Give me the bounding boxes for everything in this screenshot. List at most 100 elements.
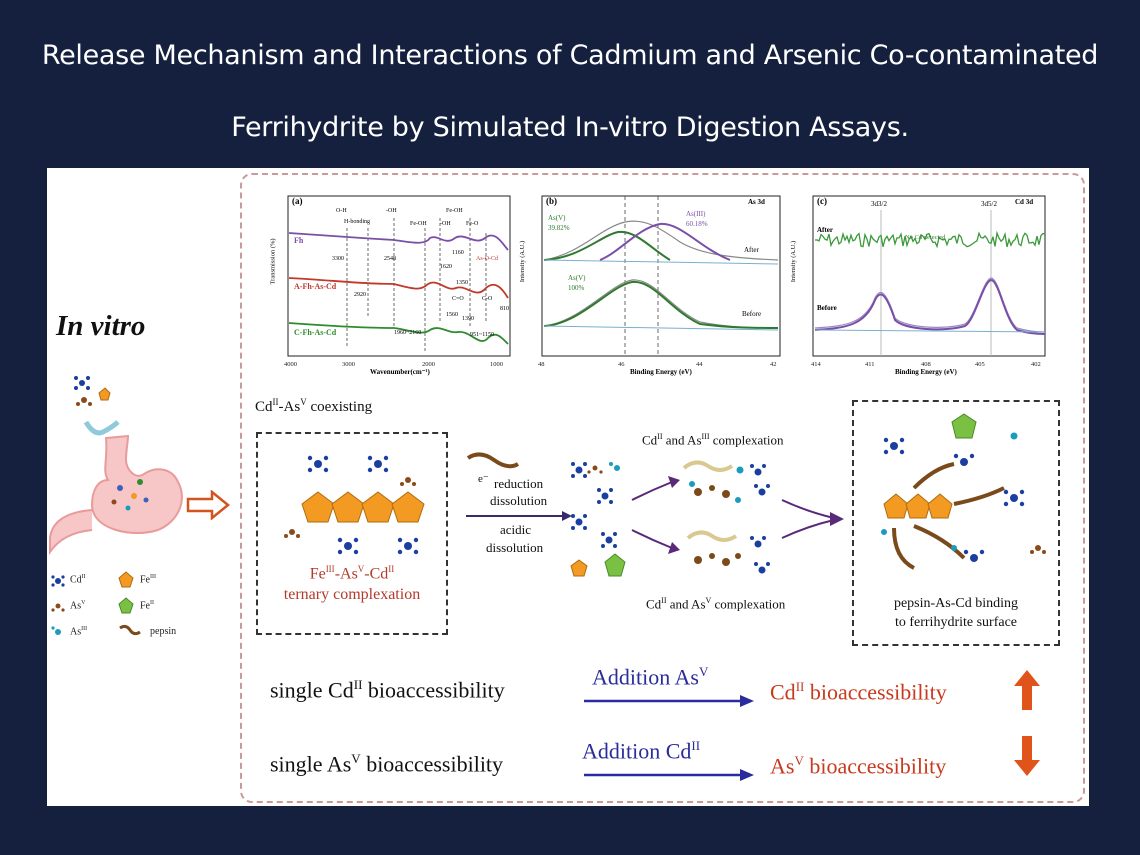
- ann-810: 810: [500, 306, 509, 312]
- row2-arrow: [584, 769, 754, 781]
- ternary-complex-graphic: [284, 455, 425, 555]
- before-asv-pct: 100%: [568, 284, 585, 292]
- binding-line1: pepsin-As-Cd binding: [893, 596, 1019, 611]
- acidic-label: acidic: [500, 522, 532, 537]
- legend-as5: AsV: [70, 600, 86, 612]
- ternary-line2: ternary complexation: [283, 586, 421, 603]
- svg-text:414: 414: [811, 361, 822, 368]
- merge-arrow: [781, 499, 844, 539]
- series-a-fh: A-Fh-As-Cd: [294, 282, 337, 291]
- legend-fe2: FeII: [140, 600, 154, 612]
- binding-box: pepsin-As-Cd binding to ferrihydrite sur…: [852, 400, 1060, 646]
- panel-a-xlabel: Wavenumber(cm⁻¹): [370, 368, 430, 376]
- binding-graphic: [881, 413, 1046, 570]
- ann-951: 951~1150: [470, 332, 495, 338]
- row2-left: single AsV bioaccessibility: [270, 751, 504, 777]
- row1-arrow: [584, 695, 754, 707]
- electron-label: e⁻: [478, 473, 489, 485]
- in-vitro-label: In vitro: [56, 310, 146, 342]
- series-c-fh: C-Fh-As-Cd: [294, 328, 337, 337]
- complex-top-label: CdII and AsIII complexation: [642, 432, 784, 448]
- panel-b-tag: (b): [546, 196, 557, 206]
- complex-bottom-label: CdII and AsV complexation: [646, 596, 786, 612]
- svg-text:405: 405: [975, 361, 985, 368]
- complex-species: [682, 460, 770, 574]
- ann-asocd: As-O-Cd: [476, 256, 498, 262]
- ternary-line1: FeIII-AsV-CdII: [309, 564, 395, 583]
- ann-2920: 2920: [354, 292, 366, 298]
- ann-feo: Fe-O: [466, 221, 479, 227]
- increase-arrow-icon: [1014, 670, 1040, 710]
- legend-pepsin: pepsin: [150, 626, 177, 637]
- branch-arrows: [631, 476, 680, 554]
- peak-3d52: 3d5/2: [981, 200, 997, 208]
- panel-c-tag: (c): [817, 196, 827, 206]
- dissolved-species: [570, 462, 626, 577]
- svg-text:44: 44: [696, 361, 703, 368]
- ann-1390: 1390: [462, 316, 474, 322]
- binding-line2: to ferrihydrite surface: [894, 615, 1018, 630]
- title-line-2: Ferrihydrite by Simulated In-vitro Diges…: [231, 112, 909, 143]
- svg-text:411: 411: [865, 361, 875, 368]
- row1-right: CdII bioaccessibility: [770, 679, 947, 705]
- ftir-chart: 4000 3000 2000 1000 (a) Transmission (%) Wa…: [270, 188, 520, 378]
- panel-b-xlabel: Binding Energy (eV): [630, 368, 692, 376]
- ann-oh: O-H: [336, 208, 347, 214]
- after-asiii: As(III): [686, 210, 706, 218]
- before-label-b: Before: [742, 310, 762, 318]
- ann-co: C=O: [452, 296, 464, 302]
- ternary-box: FeIII-AsV-CdII ternary complexation: [256, 432, 448, 635]
- ann-3300: 3300: [332, 256, 344, 262]
- ann-1960: 1960~2160: [394, 330, 422, 336]
- xps-as-chart: 48 46 44 42 (b) As 3d Intensity (A.U.) Bind…: [519, 188, 785, 378]
- legend-cd: CdII: [70, 574, 86, 586]
- ann-feoh: Fe-OH: [410, 221, 427, 227]
- ann-1620: 1620: [440, 264, 452, 270]
- ann-feoh2: Fe-OH: [446, 208, 463, 214]
- dissolution-label: dissolution: [490, 493, 548, 508]
- after-label-c: After: [817, 226, 833, 234]
- legend-as3: AsIII: [70, 626, 88, 638]
- ann-hbond: H-bonding: [344, 219, 370, 225]
- legend: CdII FeIII AsV FeII AsIII pepsin: [48, 566, 238, 656]
- svg-text:2000: 2000: [422, 361, 435, 368]
- svg-text:4000: 4000: [284, 361, 297, 368]
- after-asiii-pct: 60.18%: [686, 220, 708, 228]
- series-fh: Fh: [294, 236, 304, 245]
- ann-oh3: -OH: [440, 221, 451, 227]
- coexisting-label: CdII-AsV coexisting: [255, 397, 373, 415]
- peak-3d32: 3d3/2: [871, 200, 887, 208]
- before-label-c: Before: [817, 304, 837, 312]
- legend-fe3: FeIII: [140, 574, 156, 586]
- no-cd-label: No Cd detected: [905, 234, 946, 241]
- ann-2548: 2548: [384, 256, 396, 262]
- svg-text:402: 402: [1031, 361, 1041, 368]
- decrease-arrow-icon: [1014, 736, 1040, 776]
- dissolution-arrow: [466, 452, 572, 521]
- reduction-label: reduction: [494, 476, 544, 491]
- ann-oh2: -OH: [386, 208, 397, 214]
- ann-1160: 1160: [452, 250, 464, 256]
- row1-arrow-label: Addition AsV: [592, 664, 709, 690]
- svg-text:3000: 3000: [342, 361, 355, 368]
- panel-c-ylabel: Intensity (A.U.): [790, 240, 798, 283]
- row2-arrow-label: Addition CdII: [582, 738, 701, 764]
- ann-1350: 1350: [456, 280, 468, 286]
- cd-cluster-icon: [74, 376, 90, 390]
- svg-text:42: 42: [770, 361, 777, 368]
- xps-cd-chart: 414 411 408 405 402 (c) Cd 3d 3d3/2 3d5/2 In…: [790, 188, 1055, 378]
- acidic-dissolution-label: dissolution: [486, 540, 544, 555]
- panel-a-tag: (a): [292, 196, 303, 206]
- mechanism-dashed-frame: [240, 173, 1085, 803]
- before-asv: As(V): [568, 274, 586, 282]
- stomach-illustration: [49, 376, 183, 556]
- panel-b-corner: As 3d: [748, 198, 765, 206]
- title-line-1: Release Mechanism and Interactions of Ca…: [41, 40, 1099, 71]
- row2-right: AsV bioaccessibility: [770, 753, 947, 779]
- after-asv: As(V): [548, 214, 566, 222]
- svg-text:408: 408: [921, 361, 931, 368]
- svg-text:48: 48: [538, 361, 545, 368]
- ann-c-o: C-O: [482, 296, 493, 302]
- panel-b-ylabel: Intensity (A.U.): [519, 240, 527, 283]
- svg-text:46: 46: [618, 361, 625, 368]
